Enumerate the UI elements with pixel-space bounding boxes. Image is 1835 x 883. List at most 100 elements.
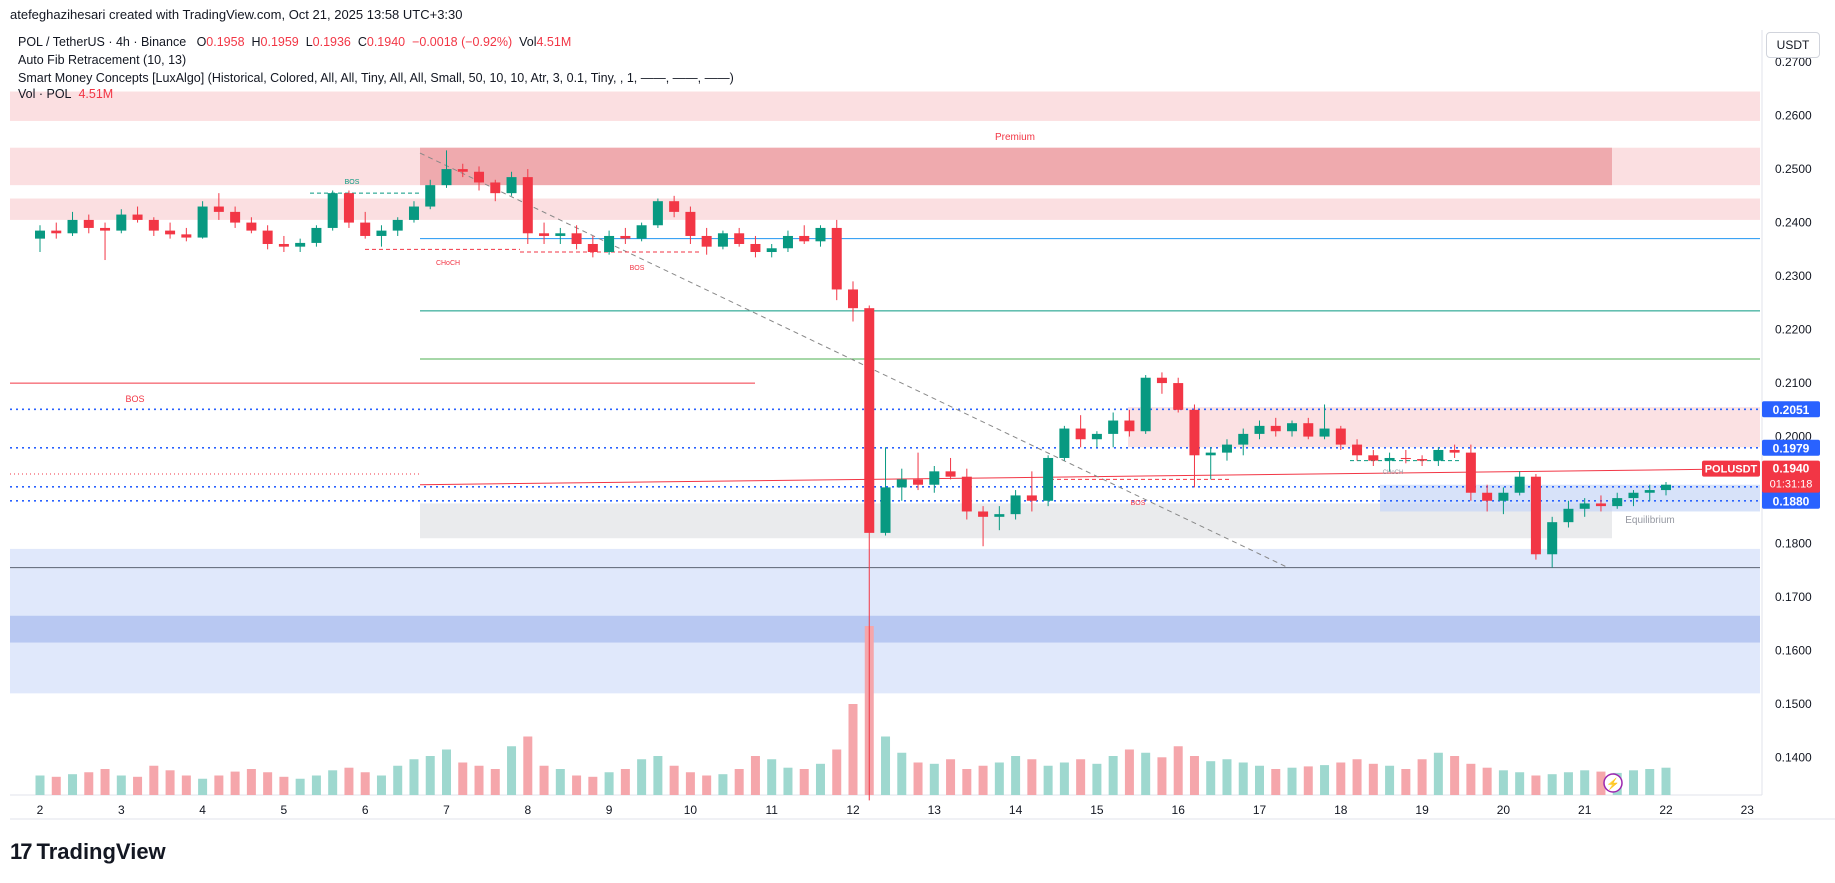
date-tick-label-12: 14: [1009, 803, 1023, 817]
candle-body: [994, 514, 1005, 517]
open-value: 0.1958: [206, 35, 245, 49]
volume-bar: [1255, 765, 1264, 795]
volume-bar: [1141, 752, 1151, 795]
volume-bar: [68, 774, 78, 795]
volume-bar: [474, 765, 484, 795]
candle-body: [116, 214, 127, 231]
volume-bar: [1515, 772, 1525, 795]
volume-bar: [1401, 769, 1411, 795]
volume-bar: [1027, 759, 1037, 795]
volume-bar: [1238, 762, 1248, 795]
date-tick-label-16: 18: [1334, 803, 1348, 817]
candle-body: [1400, 457, 1411, 460]
volume-bar: [1482, 767, 1492, 795]
volume-bar: [1011, 756, 1021, 795]
candle-body: [1384, 457, 1395, 461]
lightning-icon[interactable]: [1603, 773, 1623, 793]
tradingview-logo: 17 TradingView: [10, 839, 166, 864]
candle-body: [408, 206, 419, 220]
candle-body: [506, 177, 517, 194]
candle-body: [1644, 490, 1655, 493]
current-price-line: [419, 468, 1761, 486]
price-tick-label-3: 0.2400: [1775, 216, 1812, 230]
demand-zone-core: [10, 615, 1760, 643]
volume-bar: [702, 775, 712, 795]
equilibrium-label: Equilibrium: [1625, 515, 1674, 526]
volume-bar: [897, 752, 907, 795]
volume-bar: [1157, 757, 1167, 795]
candle-body: [67, 219, 78, 234]
candle-body: [262, 230, 273, 244]
candle-body: [1043, 457, 1054, 501]
candle-body: [571, 233, 582, 244]
close-value: 0.1940: [366, 35, 406, 49]
candle-body: [1514, 476, 1525, 493]
volume-bar: [263, 772, 273, 795]
volume-bar: [978, 765, 988, 795]
demand-zone-1: [10, 548, 1760, 568]
volume-bar: [1417, 759, 1427, 795]
choch-label-2: CHoCH: [1383, 470, 1404, 476]
volume-bar: [84, 772, 94, 795]
candle-body: [961, 476, 972, 512]
volume-bar: [1271, 769, 1281, 795]
volume-bar: [555, 769, 565, 795]
candle-body: [327, 193, 338, 228]
candle-body: [441, 169, 452, 186]
volume-bar: [1320, 765, 1330, 795]
volume-bar: [458, 762, 468, 795]
volume-bar: [1108, 756, 1118, 795]
candle-body: [100, 227, 111, 231]
candle-body: [1238, 433, 1249, 445]
currency-button[interactable]: USDT: [1766, 32, 1820, 58]
candle-body: [1059, 428, 1070, 458]
lightning-glyph-icon: ⚡: [1606, 778, 1620, 791]
fib-trend-line: [419, 152, 1289, 569]
volume-bar: [1222, 759, 1232, 795]
date-tick-label-21: 23: [1741, 803, 1755, 817]
candle-body: [717, 233, 728, 247]
candle-body: [685, 211, 696, 236]
candle-body: [815, 227, 826, 242]
candle-body: [197, 206, 208, 238]
current-price-tag: 0.1940: [1773, 462, 1810, 476]
symbol-name[interactable]: POL / TetherUS · 4h · Binance: [18, 35, 187, 49]
volume-bar: [1303, 766, 1313, 795]
candle-body: [1449, 449, 1460, 453]
volume-bar: [881, 736, 891, 795]
candle-body: [604, 235, 615, 253]
date-tick-label-13: 15: [1090, 803, 1104, 817]
smc-indicator-legend[interactable]: Smart Money Concepts [LuxAlgo] (Historic…: [18, 71, 734, 85]
candle-body: [1026, 495, 1037, 501]
order-block-bearish: [420, 147, 1612, 186]
candle-body: [1612, 498, 1623, 507]
price-tick-label-9: 0.1700: [1775, 590, 1812, 604]
volume-bar: [149, 765, 159, 795]
fib-indicator-legend[interactable]: Auto Fib Retracement (10, 13): [18, 53, 187, 67]
volume-indicator-legend[interactable]: Vol · POL 4.51M: [18, 87, 114, 101]
candle-body: [1661, 484, 1671, 491]
candle-body: [213, 206, 224, 212]
volume-bar: [1661, 767, 1671, 795]
candle-body: [360, 222, 371, 236]
candle-body: [669, 201, 680, 212]
volume-bar: [1206, 761, 1216, 795]
date-tick-label-6: 8: [524, 803, 531, 817]
candle-body: [1579, 503, 1590, 509]
date-tick-label-18: 20: [1497, 803, 1511, 817]
candle-body: [1465, 452, 1476, 493]
date-tick-label-5: 7: [443, 803, 450, 817]
volume-bar: [133, 776, 143, 795]
candle-body: [652, 201, 663, 226]
volume-bar: [1498, 770, 1508, 795]
candle-body: [782, 235, 793, 249]
bos-label-4: BOS: [1131, 500, 1146, 507]
candle-body: [1417, 459, 1428, 461]
price-tick-label-5: 0.2200: [1775, 323, 1812, 337]
volume-bar: [1368, 763, 1378, 795]
candle-body: [1433, 449, 1444, 461]
candle-body: [1482, 492, 1493, 501]
volume-bar: [1059, 762, 1069, 795]
change-value: −0.0018 (−0.92%): [412, 35, 513, 49]
